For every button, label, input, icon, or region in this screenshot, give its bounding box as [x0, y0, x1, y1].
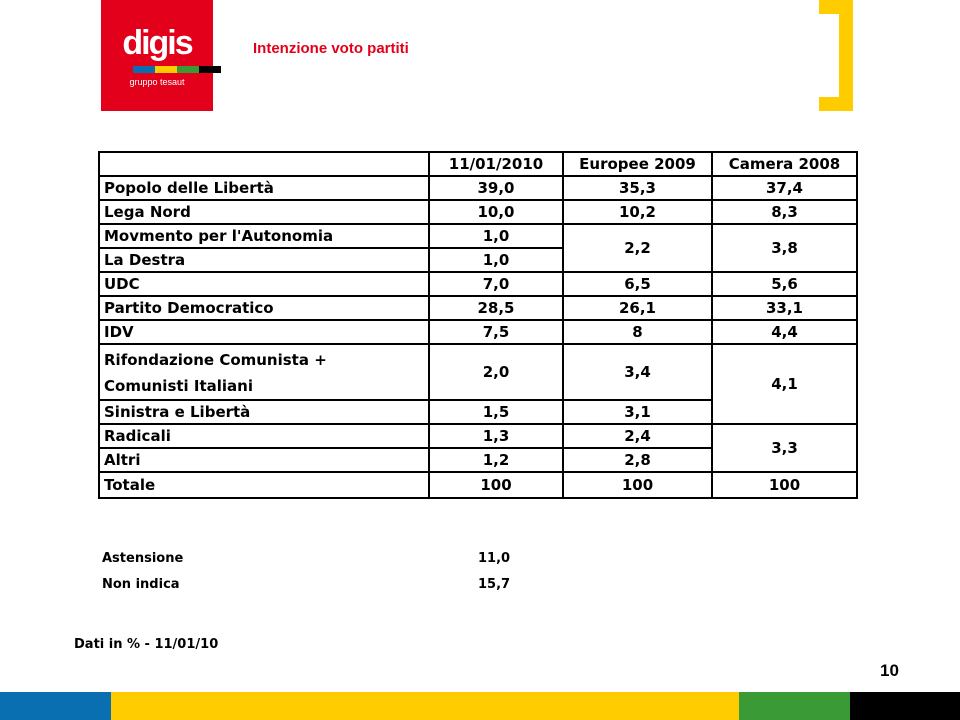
table-header-row: 11/01/2010 Europee 2009 Camera 2008	[99, 152, 857, 176]
page-number: 10	[880, 661, 899, 681]
table-row: Partito Democratico 28,5 26,1 33,1	[99, 296, 857, 320]
party-label: Partito Democratico	[99, 296, 429, 320]
party-label: Sinistra e Libertà	[99, 400, 429, 424]
value-2008: 5,6	[712, 272, 857, 296]
non-indica-label: Non indica	[102, 577, 180, 592]
header-empty	[99, 152, 429, 176]
value-2010: 1,2	[429, 448, 563, 472]
table-row: IDV 7,5 8 4,4	[99, 320, 857, 344]
logo-stripes	[133, 66, 221, 73]
value-2009: 6,5	[563, 272, 712, 296]
astensione-value: 11,0	[478, 551, 510, 566]
table-total-row: Totale 100 100 100	[99, 472, 857, 498]
party-label: La Destra	[99, 248, 429, 272]
value-2010: 7,5	[429, 320, 563, 344]
party-label-line1: Rifondazione Comunista +	[104, 347, 424, 373]
value-2008-merged: 3,8	[712, 224, 857, 272]
table-row: Radicali 1,3 2,4 3,3	[99, 424, 857, 448]
value-2008-merged: 3,3	[712, 424, 857, 472]
value-2009: 8	[563, 320, 712, 344]
header-date: 11/01/2010	[429, 152, 563, 176]
astensione-label: Astensione	[102, 551, 183, 566]
value-2008: 4,4	[712, 320, 857, 344]
table-row: Popolo delle Libertà 39,0 35,3 37,4	[99, 176, 857, 200]
value-2010: 1,0	[429, 248, 563, 272]
value-2010: 7,0	[429, 272, 563, 296]
party-label-line2: Comunisti Italiani	[104, 373, 424, 399]
table-row: UDC 7,0 6,5 5,6	[99, 272, 857, 296]
value-2009-merged: 2,2	[563, 224, 712, 272]
party-label: UDC	[99, 272, 429, 296]
value-2009: 10,2	[563, 200, 712, 224]
value-2008: 37,4	[712, 176, 857, 200]
value-2009: 35,3	[563, 176, 712, 200]
value-2009: 2,4	[563, 424, 712, 448]
digis-logo: digis gruppo tesaut	[101, 0, 213, 111]
vote-intention-table: 11/01/2010 Europee 2009 Camera 2008 Popo…	[98, 151, 858, 499]
table-row: Rifondazione Comunista + Comunisti Itali…	[99, 344, 857, 400]
value-2009: 2,8	[563, 448, 712, 472]
data-note: Dati in % - 11/01/10	[74, 637, 218, 652]
value-2010: 10,0	[429, 200, 563, 224]
total-2008: 100	[712, 472, 857, 498]
party-label: Altri	[99, 448, 429, 472]
value-2009: 3,1	[563, 400, 712, 424]
party-label: Radicali	[99, 424, 429, 448]
party-label-multiline: Rifondazione Comunista + Comunisti Itali…	[99, 344, 429, 400]
value-2010: 39,0	[429, 176, 563, 200]
value-2008: 33,1	[712, 296, 857, 320]
header-europee: Europee 2009	[563, 152, 712, 176]
total-label: Totale	[99, 472, 429, 498]
yellow-bracket-decoration	[819, 0, 853, 111]
logo-subtitle: gruppo tesaut	[101, 77, 213, 87]
value-2010: 1,5	[429, 400, 563, 424]
value-2009: 26,1	[563, 296, 712, 320]
total-2010: 100	[429, 472, 563, 498]
table-row: Lega Nord 10,0 10,2 8,3	[99, 200, 857, 224]
bottom-color-bar	[0, 692, 960, 720]
party-label: Lega Nord	[99, 200, 429, 224]
value-2008-merged: 4,1	[712, 344, 857, 424]
value-2010: 28,5	[429, 296, 563, 320]
party-label: Popolo delle Libertà	[99, 176, 429, 200]
page-title: Intenzione voto partiti	[253, 40, 409, 57]
value-2009: 3,4	[563, 344, 712, 400]
logo-name: digis	[101, 24, 213, 63]
value-2008: 8,3	[712, 200, 857, 224]
header-camera: Camera 2008	[712, 152, 857, 176]
value-2010: 2,0	[429, 344, 563, 400]
party-label: Movmento per l'Autonomia	[99, 224, 429, 248]
table-row: Movmento per l'Autonomia 1,0 2,2 3,8	[99, 224, 857, 248]
party-label: IDV	[99, 320, 429, 344]
value-2010: 1,0	[429, 224, 563, 248]
value-2010: 1,3	[429, 424, 563, 448]
non-indica-value: 15,7	[478, 577, 510, 592]
total-2009: 100	[563, 472, 712, 498]
